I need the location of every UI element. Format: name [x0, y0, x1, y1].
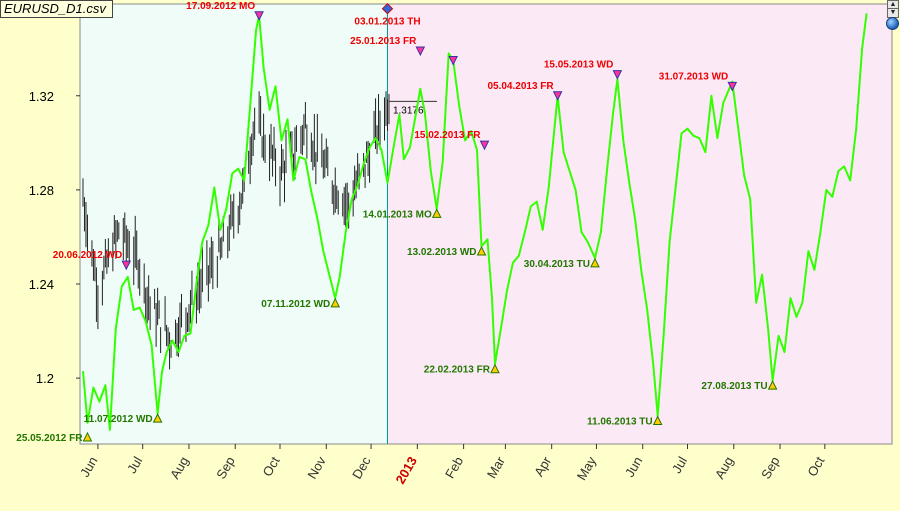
x-tick-label: May: [574, 454, 600, 483]
peak-label: 20.06.2012 WD: [53, 250, 123, 261]
peak-label: 25.01.2013 FR: [350, 36, 417, 47]
forecast-line: [82, 13, 868, 431]
plot-frame: [79, 3, 893, 445]
trough-label: 22.02.2013 FR: [424, 365, 491, 376]
peak-label: 17.09.2012 MO: [186, 1, 255, 12]
x-tick-label: Jul: [669, 454, 690, 476]
y-tick-label: 1.32: [29, 89, 54, 104]
last-price-label: 1.3176: [393, 105, 424, 116]
x-tick-label: Jun: [77, 454, 100, 480]
x-tick-label: Feb: [442, 454, 466, 481]
peak-marker: [727, 81, 738, 92]
trough-marker: [490, 363, 500, 374]
trough-label: 14.01.2013 MO: [363, 209, 432, 220]
trough-marker: [590, 257, 600, 268]
trough-marker: [652, 415, 663, 425]
x-tick-label: Nov: [304, 454, 329, 482]
x-tick-label: Mar: [484, 453, 509, 480]
trough-marker: [330, 297, 341, 308]
x-tick-label: Oct: [260, 454, 283, 479]
trough-label: 11.07.2012 WD: [84, 414, 153, 425]
x-tick-label: Dec: [349, 454, 374, 482]
y-tick-label: 1.28: [29, 183, 54, 198]
x-tick-label: Aug: [712, 454, 737, 482]
peak-label: 15.05.2013 WD: [544, 60, 614, 71]
trough-label: 11.06.2013 TU: [587, 416, 653, 427]
trough-marker: [152, 412, 163, 423]
x-tick-label: Apr: [531, 453, 554, 479]
x-tick-label: Sep: [213, 454, 238, 482]
x-tick-label: Jul: [124, 454, 145, 476]
peak-marker: [612, 70, 623, 80]
trough-marker: [476, 245, 487, 256]
trough-label: 13.02.2013 WD: [407, 247, 477, 258]
peak-marker: [479, 140, 490, 151]
globe-icon[interactable]: [886, 17, 899, 30]
trough-label: 25.05.2012 FR: [16, 433, 83, 444]
chart-title: EURUSD_D1.csv: [0, 0, 113, 18]
y-tick-label: 1.24: [29, 277, 54, 292]
peak-label: 15.02.2013 FR: [414, 130, 481, 141]
trough-marker: [431, 208, 442, 218]
peak-marker: [415, 46, 426, 57]
x-tick-label: Oct: [804, 454, 827, 479]
trough-marker: [82, 431, 93, 442]
x-tick-label: Aug: [167, 454, 192, 482]
x-tick-label: Sep: [758, 454, 783, 482]
trough-label: 27.08.2013 TU: [701, 381, 767, 392]
peak-marker: [448, 55, 458, 66]
peak-marker: [552, 91, 563, 101]
x-tick-label: Jun: [622, 454, 645, 480]
current-date-label: 03.01.2013 TH: [354, 17, 420, 28]
current-date-marker: [381, 2, 394, 15]
x-year-label: 2013: [392, 454, 419, 487]
price-bars: [82, 91, 390, 370]
peak-label: 31.07.2013 WD: [659, 71, 729, 82]
y-tick-label: 1.2: [36, 371, 54, 386]
trough-label: 07.11.2012 WD: [261, 299, 330, 310]
trough-label: 30.04.2013 TU: [524, 259, 590, 270]
peak-marker: [254, 11, 264, 21]
trough-marker: [767, 380, 778, 390]
peak-label: 05.04.2013 FR: [487, 81, 554, 92]
forecast-area: [387, 4, 892, 444]
peak-marker: [121, 260, 132, 271]
